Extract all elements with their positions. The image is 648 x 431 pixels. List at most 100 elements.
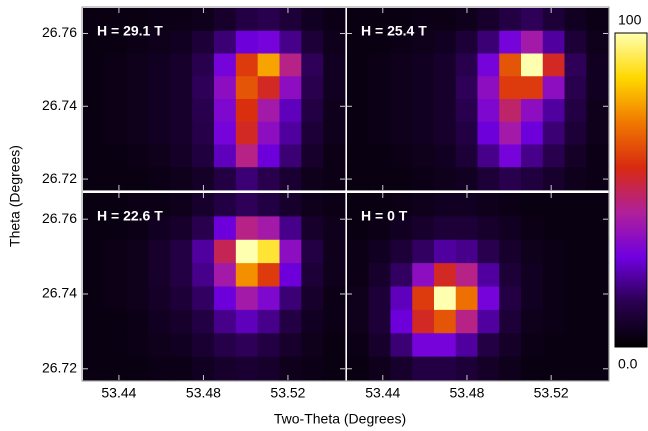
heatmap-cell xyxy=(323,121,346,145)
heatmap-cell xyxy=(455,263,478,287)
heatmap-cell xyxy=(148,144,171,168)
heatmap-cell xyxy=(170,286,193,311)
heatmap-cell xyxy=(323,30,346,54)
heatmap-cell xyxy=(521,121,544,145)
heatmap-cell xyxy=(235,286,259,311)
heatmap-cell xyxy=(148,99,171,123)
heatmap-cell xyxy=(104,193,128,217)
heatmap-cell xyxy=(126,216,149,241)
heatmap-cell xyxy=(477,309,500,334)
heatmap-cell xyxy=(235,356,259,381)
heatmap-cell xyxy=(542,239,565,264)
heatmap-cell xyxy=(279,144,302,168)
heatmap-cell xyxy=(235,167,259,191)
heatmap-cell xyxy=(257,99,280,123)
heatmap-cell xyxy=(542,121,565,145)
heatmap-cell xyxy=(368,333,391,358)
heatmap-cell xyxy=(192,121,215,145)
heatmap-cell xyxy=(104,53,128,77)
heatmap-cell xyxy=(126,121,149,145)
heatmap-cell xyxy=(368,30,391,54)
heatmap-cell xyxy=(235,216,259,241)
heatmap-cell xyxy=(347,239,370,264)
heatmap-cell xyxy=(368,216,391,241)
heatmap-cell xyxy=(148,76,171,100)
heatmap-cell xyxy=(126,30,149,54)
heatmap-cell xyxy=(301,333,324,358)
heatmap-cell xyxy=(499,76,522,100)
heatmap-cell xyxy=(542,99,565,123)
heatmap-cell xyxy=(412,99,435,123)
heatmap-cell xyxy=(434,121,457,145)
heatmap-cell xyxy=(477,121,500,145)
heatmap-cell xyxy=(368,286,391,311)
colorbar xyxy=(614,32,648,348)
heatmap-cell xyxy=(347,216,370,241)
heatmap-cell xyxy=(323,333,346,358)
heatmap-cell xyxy=(455,76,478,100)
x-tick-label: 53.48 xyxy=(186,385,221,401)
heatmap-cell xyxy=(301,8,324,32)
heatmap-cell xyxy=(301,356,324,381)
heatmap-cell xyxy=(521,8,544,32)
heatmap-cell xyxy=(323,216,346,241)
heatmap-cell xyxy=(83,8,106,32)
heatmap-cell xyxy=(192,144,215,168)
heatmap-cell xyxy=(279,8,302,32)
heatmap-cell xyxy=(104,144,128,168)
heatmap-cell xyxy=(170,8,193,32)
heatmap-cell xyxy=(542,144,565,168)
heatmap-cell xyxy=(347,53,370,77)
heatmap-cell xyxy=(347,76,370,100)
heatmap-cell xyxy=(455,333,478,358)
heatmap-cell xyxy=(521,53,544,77)
heatmap-cell xyxy=(586,30,609,54)
heatmap-cell xyxy=(192,216,215,241)
heatmap-cell xyxy=(521,76,544,100)
panel-title: H = 25.4 T xyxy=(361,23,427,39)
heatmap-cell xyxy=(390,333,413,358)
y-tick-label: 26.76 xyxy=(42,24,77,40)
heatmap-cell xyxy=(83,239,106,264)
heatmap-cell xyxy=(412,333,435,358)
heatmap-cell xyxy=(412,356,435,381)
heatmap-cell xyxy=(279,99,302,123)
heatmap-cell xyxy=(455,121,478,145)
heatmap-cell xyxy=(83,333,106,358)
heatmap-cell xyxy=(477,8,500,32)
panel-title: H = 0 T xyxy=(361,208,408,224)
heatmap-cell xyxy=(542,76,565,100)
heatmap-cell xyxy=(148,356,171,381)
heatmap-cell xyxy=(412,193,435,217)
heatmap-cell xyxy=(412,309,435,334)
heatmap-cell xyxy=(104,121,128,145)
heatmap-cell xyxy=(170,193,193,217)
heatmap-cell xyxy=(390,8,413,32)
heatmap-cell xyxy=(347,8,370,32)
heatmap-cell xyxy=(104,309,128,334)
heatmap-cell xyxy=(477,144,500,168)
heatmap-cell xyxy=(368,144,391,168)
heatmap-cell xyxy=(83,76,106,100)
heatmap-cell xyxy=(235,333,259,358)
heatmap-cell xyxy=(368,167,391,191)
heatmap-cell xyxy=(586,167,609,191)
heatmap-cell xyxy=(434,167,457,191)
heatmap-cell xyxy=(412,8,435,32)
heatmap-cell xyxy=(170,76,193,100)
heatmap-cell xyxy=(83,309,106,334)
heatmap-cell xyxy=(542,167,565,191)
heatmap-cell xyxy=(542,309,565,334)
heatmap-cell xyxy=(83,263,106,287)
heatmap-cell xyxy=(434,216,457,241)
heatmap-cell xyxy=(126,333,149,358)
heatmap-cell xyxy=(126,144,149,168)
heatmap-cell xyxy=(564,309,587,334)
heatmap-cell xyxy=(347,167,370,191)
heatmap-cell xyxy=(148,263,171,287)
heatmap-cell xyxy=(499,30,522,54)
heatmap-cell xyxy=(347,99,370,123)
heatmap-cell xyxy=(434,99,457,123)
heatmap-cell xyxy=(235,76,259,100)
